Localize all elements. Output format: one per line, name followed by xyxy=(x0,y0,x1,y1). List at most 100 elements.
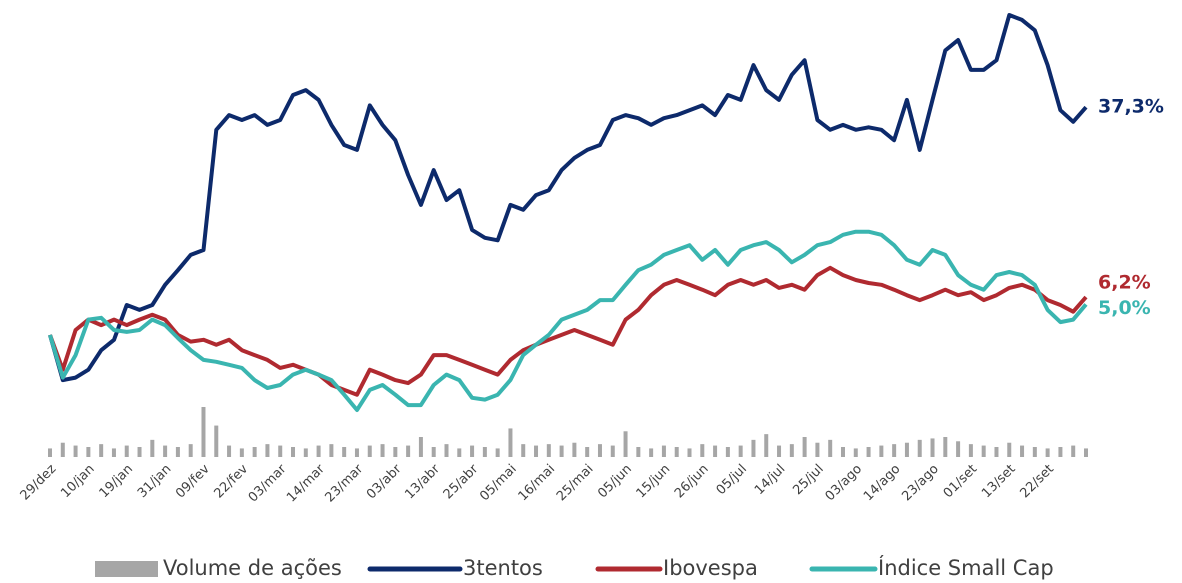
volume-bar xyxy=(968,444,973,457)
volume-bar xyxy=(764,434,769,457)
x-tick-label: 13/set xyxy=(979,462,1018,501)
volume-bar xyxy=(994,447,999,457)
volume-bar xyxy=(508,428,513,457)
volume-bar xyxy=(546,444,551,457)
volume-bar xyxy=(649,448,654,457)
x-tick-label: 01/set xyxy=(941,462,980,501)
volume-bar xyxy=(175,447,180,457)
x-tick-label: 23/ago xyxy=(899,462,942,505)
volume-bar xyxy=(904,442,909,457)
x-tick-label: 14/mar xyxy=(284,461,328,505)
volume-bar xyxy=(610,445,615,457)
volume-bar xyxy=(1032,447,1037,457)
volume-bar xyxy=(73,445,78,457)
volume-bar xyxy=(892,444,897,457)
volume-bar xyxy=(623,431,628,457)
volume-bar xyxy=(585,447,590,457)
legend-label: Ibovespa xyxy=(663,556,758,580)
volume-bar xyxy=(367,445,372,457)
x-tick-label: 22/set xyxy=(1017,462,1056,501)
x-tick-label: 26/jun xyxy=(672,462,712,502)
volume-bar xyxy=(636,447,641,457)
legend-swatch xyxy=(95,561,158,577)
volume-bar xyxy=(303,448,308,457)
volume-bar xyxy=(150,439,155,457)
volume-bar xyxy=(853,448,858,457)
volume-bar xyxy=(457,448,462,457)
volume-bar xyxy=(124,445,129,457)
volume-bar xyxy=(278,445,283,457)
x-tick-label: 25/abr xyxy=(441,461,482,502)
volume-bar xyxy=(738,445,743,457)
x-tick-label: 23/mar xyxy=(322,461,366,505)
volume-bar xyxy=(1058,447,1063,457)
volume-bar xyxy=(354,448,359,457)
volume-bar xyxy=(943,437,948,457)
volume-bar xyxy=(674,447,679,457)
volume-bar xyxy=(687,448,692,457)
volume-bar xyxy=(597,444,602,457)
x-tick-label: 03/mar xyxy=(246,461,290,505)
volume-bar xyxy=(86,447,91,457)
volume-bar xyxy=(393,447,398,457)
volume-bar xyxy=(572,442,577,457)
series-line xyxy=(48,265,1088,397)
volume-bar xyxy=(1071,445,1076,457)
volume-bar xyxy=(316,445,321,457)
x-tick-label: 19/jan xyxy=(97,462,136,501)
volume-bar xyxy=(1007,442,1012,457)
volume-bar xyxy=(291,447,296,457)
legend-label: Índice Small Cap xyxy=(878,555,1054,580)
volume-bar xyxy=(342,447,347,457)
volume-bar xyxy=(661,445,666,457)
x-tick-label: 03/abr xyxy=(364,461,405,502)
series-line xyxy=(48,229,1088,412)
volume-bar xyxy=(534,445,539,457)
volume-bar xyxy=(789,444,794,457)
volume-bar xyxy=(751,439,756,457)
volume-bar xyxy=(99,444,104,457)
x-tick-label: 13/abr xyxy=(402,461,443,502)
volume-bar xyxy=(48,448,52,457)
x-tick-label: 05/mai xyxy=(477,462,520,505)
volume-bar xyxy=(163,445,168,457)
volume-bar xyxy=(265,444,270,457)
volume-bar xyxy=(956,441,961,457)
volume-bar xyxy=(431,447,436,457)
x-tick-label: 09/fev xyxy=(173,461,213,501)
x-tick-label: 05/jun xyxy=(595,462,635,502)
volume-bar xyxy=(252,447,257,457)
volume-bar xyxy=(828,439,833,457)
x-tick-label: 16/mai xyxy=(516,462,559,505)
volume-bar xyxy=(1084,448,1088,457)
volume-bar xyxy=(981,445,986,457)
volume-bar xyxy=(866,447,871,457)
end-label: 37,3% xyxy=(1098,96,1164,118)
volume-bar xyxy=(329,444,334,457)
volume-bar xyxy=(406,445,411,457)
x-tick-label: 29/dez xyxy=(18,462,60,504)
volume-bar xyxy=(482,447,487,457)
volume-bar xyxy=(227,445,232,457)
volume-bar xyxy=(137,447,142,457)
x-tick-label: 14/ago xyxy=(861,462,904,505)
volume-bar xyxy=(917,439,922,457)
volume-bar xyxy=(380,444,385,457)
volume-bar xyxy=(201,407,206,457)
volume-bar xyxy=(470,445,475,457)
volume-bar xyxy=(521,444,526,457)
volume-bar xyxy=(239,448,244,457)
volume-bar xyxy=(214,425,219,457)
volume-bar xyxy=(1020,445,1025,457)
volume-bar xyxy=(815,442,820,457)
volume-bar xyxy=(840,447,845,457)
x-tick-label: 03/ago xyxy=(823,462,866,505)
x-tick-label: 05/jul xyxy=(714,462,750,498)
volume-bar xyxy=(1045,448,1050,457)
volume-bar xyxy=(802,437,807,457)
x-tick-label: 31/jan xyxy=(135,462,174,501)
volume-bar xyxy=(930,438,935,457)
series-line xyxy=(48,13,1088,383)
x-tick-label: 15/jun xyxy=(634,462,674,502)
volume-bar xyxy=(60,442,65,457)
